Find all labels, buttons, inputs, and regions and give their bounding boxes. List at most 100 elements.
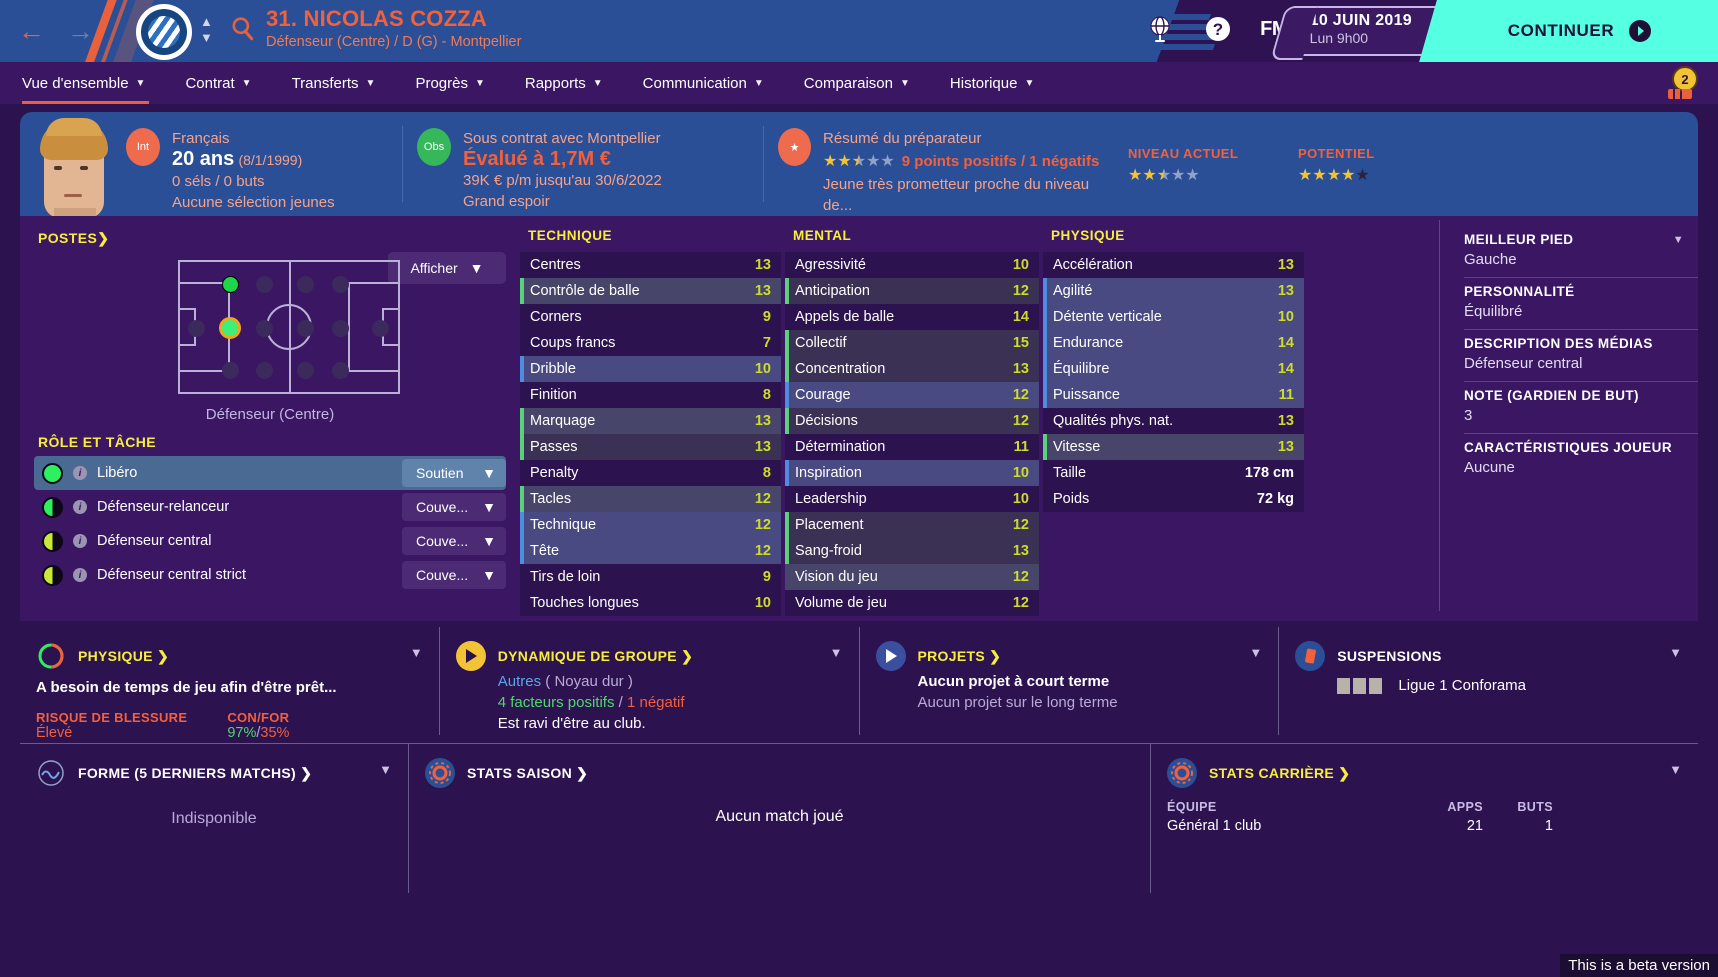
position-dot[interactable] [297,320,314,337]
position-dot-selected[interactable] [219,317,241,339]
attribute-row[interactable]: Volume de jeu 12 [785,590,1039,616]
attribute-row[interactable]: Décisions 12 [785,408,1039,434]
attribute-row[interactable]: Tête 12 [520,538,781,564]
attribute-row[interactable]: Détermination 11 [785,434,1039,460]
attribute-row[interactable]: Vision du jeu 12 [785,564,1039,590]
attribute-value: 10 [754,361,771,377]
chevron-down-icon[interactable]: ▼ [1669,762,1682,777]
attribute-row[interactable]: Tacles 12 [520,486,781,512]
attribute-row[interactable]: Concentration 13 [785,356,1039,382]
notification-badge[interactable]: 2 [1666,66,1700,100]
globe-icon[interactable] [1144,13,1176,45]
attribute-row[interactable]: Détente verticale 10 [1043,304,1304,330]
position-dot[interactable] [372,320,389,337]
attribute-row[interactable]: Poids 72 kg [1043,486,1304,512]
attribute-row[interactable]: Puissance 11 [1043,382,1304,408]
attribute-row[interactable]: Touches longues 10 [520,590,781,616]
attribute-row[interactable]: Agilité 13 [1043,278,1304,304]
attribute-row[interactable]: Collectif 15 [785,330,1039,356]
position-dot[interactable] [297,276,314,293]
forward-icon[interactable]: → [67,16,94,46]
role-item-defenseur-relanceur[interactable]: i Défenseur-relanceur Couve... ▼ [34,490,506,524]
attribute-row[interactable]: Technique 12 [520,512,781,538]
attribute-row[interactable]: Sang-froid 13 [785,538,1039,564]
position-dot[interactable] [332,362,349,379]
role-duty-dropdown[interactable]: Couve... ▼ [402,561,506,589]
position-dot[interactable] [256,320,273,337]
attribute-row[interactable]: Passes 13 [520,434,781,460]
attribute-row[interactable]: Dribble 10 [520,356,781,382]
attribute-row[interactable]: Agressivité 10 [785,252,1039,278]
attribute-row[interactable]: Marquage 13 [520,408,781,434]
chevron-down-icon[interactable]: ▼ [829,645,843,660]
tab-progres[interactable]: Progrès ▼ [415,74,485,92]
tab-contrat[interactable]: Contrat ▼ [185,74,252,92]
attribute-row[interactable]: Anticipation 12 [785,278,1039,304]
chevron-down-icon[interactable]: ▼ [1249,645,1263,660]
tab-comparaison[interactable]: Comparaison ▼ [803,74,910,92]
role-item-libero[interactable]: i Libéro Soutien ▼ [34,456,506,490]
info-icon[interactable]: i [73,466,87,480]
tab-transferts[interactable]: Transferts ▼ [291,74,376,92]
table-row[interactable]: Général 1 club 21 1 [1167,818,1553,834]
attribute-row[interactable]: Penalty 8 [520,460,781,486]
position-dot[interactable] [256,276,273,293]
role-duty-dropdown[interactable]: Couve... ▼ [402,493,506,521]
card-title-physique[interactable]: PHYSIQUE ❯ [78,647,169,664]
attribute-row[interactable]: Placement 12 [785,512,1039,538]
tab-vue-densemble[interactable]: Vue d'ensemble ▼ [22,62,165,104]
chevron-down-icon[interactable]: ▼ [1672,233,1684,246]
continue-button[interactable]: CONTINUER [1442,0,1718,62]
positions-section-header[interactable]: POSTES❯ [38,230,110,246]
card-title-forme[interactable]: FORME (5 DERNIERS MATCHS) ❯ [78,764,313,781]
date-display[interactable]: 10 JUIN 2019 Lun 9h00 [1293,6,1444,56]
attribute-row[interactable]: Qualités phys. nat. 13 [1043,408,1304,434]
role-duty-dropdown[interactable]: Couve... ▼ [402,527,506,555]
info-icon[interactable]: i [73,568,87,582]
attribute-row[interactable]: Tirs de loin 9 [520,564,781,590]
attribute-row[interactable]: Inspiration 10 [785,460,1039,486]
position-dot[interactable] [256,362,273,379]
role-item-defenseur-central[interactable]: i Défenseur central Couve... ▼ [34,524,506,558]
search-icon[interactable] [230,16,256,42]
club-crest-icon[interactable] [136,4,192,60]
tab-historique[interactable]: Historique ▼ [949,74,1035,92]
attribute-row[interactable]: Coups francs 7 [520,330,781,356]
card-title-projets[interactable]: PROJETS ❯ [917,647,1002,664]
help-icon[interactable]: ? [1202,13,1234,45]
attribute-row[interactable]: Équilibre 14 [1043,356,1304,382]
position-dot[interactable] [222,362,239,379]
display-button[interactable]: Afficher ▼ [388,252,506,284]
card-title-dynamique[interactable]: DYNAMIQUE DE GROUPE ❯ [497,647,694,664]
card-title-stats-carriere[interactable]: STATS CARRIÈRE ❯ [1209,764,1351,781]
position-dot[interactable] [332,320,349,337]
info-icon[interactable]: i [73,500,87,514]
attribute-row[interactable]: Taille 178 cm [1043,460,1304,486]
attribute-row[interactable]: Contrôle de balle 13 [520,278,781,304]
position-dot[interactable] [332,276,349,293]
attribute-row[interactable]: Vitesse 13 [1043,434,1304,460]
player-stepper[interactable]: ▲ ▼ [200,14,213,45]
role-item-defenseur-central-strict[interactable]: i Défenseur central strict Couve... ▼ [34,558,506,592]
chevron-down-icon[interactable]: ▼ [379,762,392,777]
back-icon[interactable]: ← [18,16,45,46]
tab-communication[interactable]: Communication ▼ [642,74,764,92]
attribute-row[interactable]: Accélération 13 [1043,252,1304,278]
tab-rapports[interactable]: Rapports ▼ [524,74,603,92]
position-dot[interactable] [297,362,314,379]
position-dot-dc-left[interactable] [222,276,239,293]
attribute-row[interactable]: Appels de balle 14 [785,304,1039,330]
attribute-row[interactable]: Centres 13 [520,252,781,278]
attribute-row[interactable]: Courage 12 [785,382,1039,408]
role-duty-dropdown[interactable]: Soutien ▼ [402,459,506,487]
attribute-row[interactable]: Finition 8 [520,382,781,408]
chevron-down-icon[interactable]: ▼ [1669,645,1682,660]
attribute-row[interactable]: Corners 9 [520,304,781,330]
info-icon[interactable]: i [73,534,87,548]
position-dot[interactable] [188,320,205,337]
attribute-row[interactable]: Endurance 14 [1043,330,1304,356]
attribute-row[interactable]: Leadership 10 [785,486,1039,512]
card-title-stats-saison[interactable]: STATS SAISON ❯ [467,764,589,781]
card-stats-saison: STATS SAISON ❯ Aucun match joué [408,744,1150,893]
chevron-down-icon[interactable]: ▼ [409,645,423,660]
